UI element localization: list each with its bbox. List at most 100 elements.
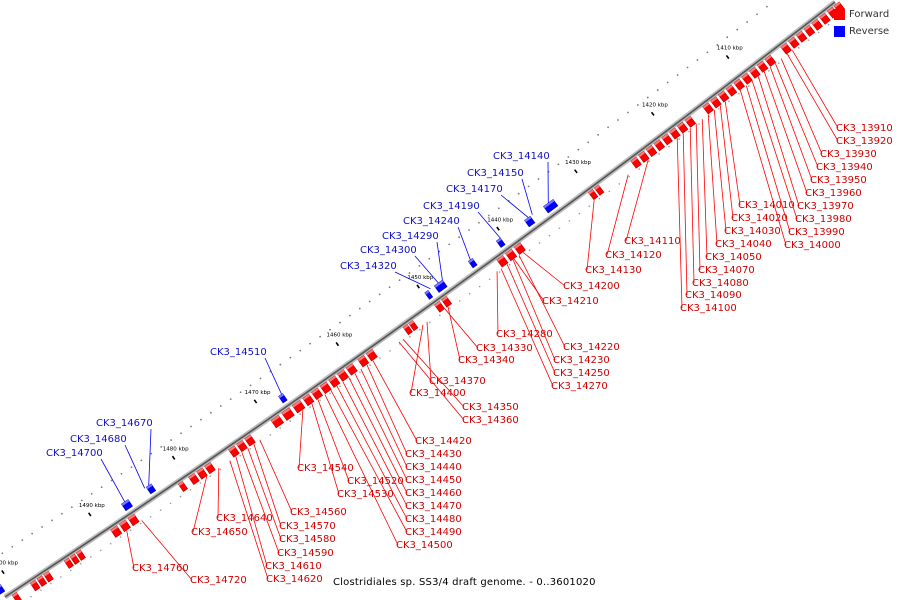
reverse-gene [495, 237, 506, 248]
guide-dot [149, 516, 152, 518]
forward-gene-label: CK3_14280 [496, 329, 553, 340]
guide-dot [398, 279, 401, 282]
forward-gene-label: CK3_14010 [738, 200, 795, 211]
forward-leader-line [342, 381, 408, 507]
guide-dot [656, 89, 659, 91]
reverse-gene-label: CK3_14510 [210, 347, 267, 358]
guide-dot [329, 392, 331, 395]
forward-gene-label: CK3_14520 [347, 476, 404, 487]
forward-leader-line [757, 76, 800, 207]
guide-dot [279, 363, 282, 366]
forward-gene [638, 150, 650, 163]
forward-leader-line [512, 259, 556, 361]
forward-leader-line [791, 50, 839, 129]
forward-gene-label: CK3_14330 [476, 343, 533, 354]
forward-gene-label: CK3_14430 [405, 449, 462, 460]
guide-dot [766, 5, 768, 8]
forward-gene-label: CK3_14370 [429, 376, 486, 387]
guide-dot [597, 133, 600, 136]
guide-dot [726, 36, 729, 39]
forward-leader-line [606, 174, 629, 256]
tick-label: 1460 kbp [326, 333, 352, 339]
reverse-gene [120, 499, 133, 512]
guide-dot [21, 539, 24, 542]
forward-gene-label: CK3_14570 [279, 521, 336, 532]
forward-gene-label: CK3_14340 [458, 355, 515, 366]
guide-dot [150, 452, 153, 455]
reverse-gene [467, 258, 478, 269]
guide-dot [130, 466, 133, 468]
forward-gene-label: CK3_14450 [405, 475, 462, 486]
guide-dot [678, 138, 680, 140]
guide-dot [666, 81, 669, 84]
guide-dot [99, 549, 102, 552]
guide-dot [688, 130, 690, 133]
tick-marks: 1410 kbp 1420 kbp 1430 kbp 1440 kbp 1450 kbp… [0, 46, 743, 575]
tick-mark [650, 111, 655, 116]
guide-dot [249, 447, 252, 450]
reverse-leader-line [414, 255, 439, 284]
guide-dot [41, 526, 43, 528]
guide-dot [738, 92, 740, 95]
forward-gene [36, 575, 48, 587]
forward-gene [302, 393, 315, 407]
forward-leader-line [586, 200, 595, 271]
guide-dot [269, 434, 272, 436]
guide-dot [648, 160, 650, 163]
guide-dot [319, 335, 321, 338]
forward-gene [236, 439, 248, 453]
forward-gene-label: CK3_14110 [624, 236, 681, 247]
forward-gene [788, 36, 800, 49]
forward-leader-line [402, 338, 465, 408]
forward-gene-label: CK3_14720 [190, 575, 247, 586]
forward-gene [11, 592, 22, 600]
forward-leader-line [241, 452, 280, 554]
guide-dot [577, 148, 580, 151]
reverse-gene-label: CK3_14670 [96, 418, 153, 429]
guide-dot [179, 495, 182, 498]
guide-dot [478, 285, 481, 288]
forward-gene-label: CK3_13960 [805, 188, 862, 199]
reverse-leader-line [521, 178, 533, 215]
guide-dot [70, 506, 73, 509]
guide-dot [617, 119, 619, 121]
map-caption: Clostridiales sp. SS3/4 draft genome. - … [333, 577, 596, 588]
guide-dot [279, 427, 282, 429]
guide-dot [468, 292, 471, 295]
reverse-gene [524, 215, 536, 228]
guide-dot [478, 221, 480, 224]
forward-leader-line [253, 443, 282, 527]
guide-dot [557, 163, 560, 166]
forward-gene [741, 72, 753, 85]
forward-leader-line [447, 306, 461, 361]
forward-gene-label: CK3_14530 [337, 489, 394, 500]
forward-gene [795, 30, 808, 43]
forward-gene-label: CK3_14090 [685, 290, 742, 301]
forward-gene [669, 127, 681, 140]
forward-gene [365, 349, 378, 362]
guide-dot [429, 321, 431, 324]
forward-gene-label: CK3_14020 [731, 213, 788, 224]
forward-gene-label: CK3_13910 [836, 123, 893, 134]
guide-dot [319, 399, 321, 402]
forward-leader-line [682, 133, 688, 296]
forward-gene [496, 255, 509, 268]
guide-dot [200, 418, 202, 421]
legend-reverse: Reverse [834, 23, 900, 40]
forward-leader-line [348, 377, 408, 494]
forward-leader-line [444, 308, 479, 349]
forward-gene-label: CK3_14130 [585, 265, 642, 276]
forward-gene-label: CK3_14470 [405, 501, 462, 512]
forward-gene [357, 355, 370, 368]
guide-dot [11, 545, 14, 548]
guide-dot [587, 141, 590, 144]
guide-dot [299, 349, 302, 352]
reverse-gene-label: CK3_14190 [423, 201, 480, 212]
forward-gene [811, 18, 823, 31]
guide-dot [419, 328, 421, 331]
legend-reverse-label: Reverse [849, 26, 890, 37]
forward-gene [749, 66, 761, 79]
tick-mark [335, 342, 340, 347]
forward-gene [676, 121, 689, 134]
